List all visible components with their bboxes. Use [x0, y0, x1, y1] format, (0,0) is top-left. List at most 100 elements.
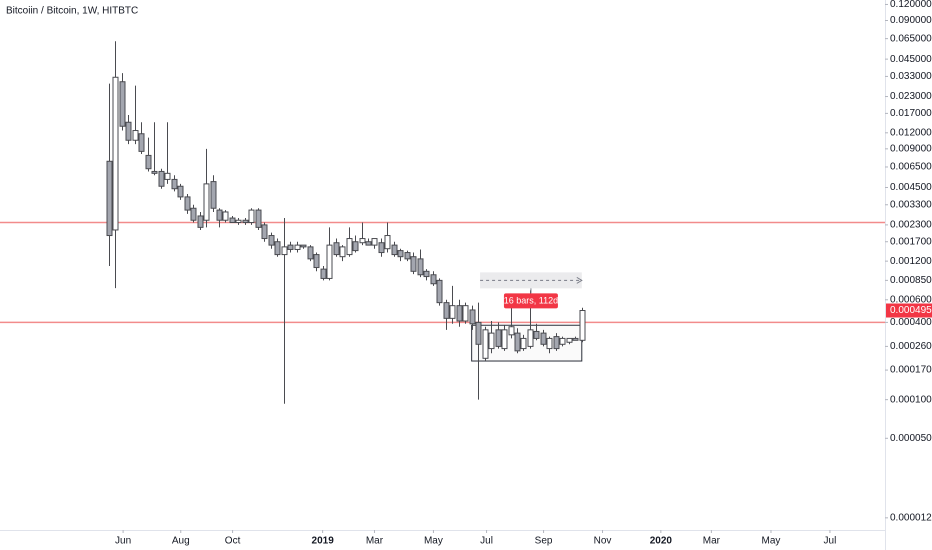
- candle-body: [119, 81, 126, 127]
- candle-body: [261, 224, 268, 240]
- chart-title: Bitcoiin / Bitcoin, 1W, HITBTC: [6, 6, 138, 17]
- candle-body: [540, 332, 547, 345]
- candle-body: [488, 332, 495, 350]
- x-tick-label: Nov: [594, 536, 612, 547]
- candle-body: [274, 241, 281, 256]
- y-tick-label: 0.0000120: [890, 512, 932, 523]
- candle-body: [242, 219, 249, 224]
- candle-body: [346, 238, 353, 256]
- candle-body: [313, 254, 320, 269]
- candle-body: [546, 337, 553, 350]
- x-tick-label: Jul: [824, 536, 837, 547]
- candle-body: [430, 274, 437, 285]
- x-tick-label: Mar: [703, 536, 721, 547]
- candle-body: [320, 268, 327, 279]
- candle-body: [248, 209, 255, 224]
- measure-arrow: [576, 276, 583, 284]
- candle-body: [417, 258, 424, 276]
- candle-body: [404, 252, 411, 260]
- candle-body: [572, 337, 579, 341]
- x-tick-label: May: [424, 536, 443, 547]
- x-tick-label: Mar: [366, 536, 384, 547]
- candle-body: [145, 154, 152, 170]
- x-tick-label: May: [762, 536, 781, 547]
- candle-body: [190, 207, 197, 221]
- candle-body: [281, 246, 288, 256]
- candle-body: [456, 305, 463, 322]
- candle-body: [132, 130, 139, 141]
- candle-body: [197, 215, 204, 228]
- candle-body: [229, 217, 236, 224]
- candle-body: [307, 246, 314, 260]
- candle-body: [326, 244, 333, 279]
- candle-body: [508, 326, 515, 336]
- candle-body: [255, 209, 262, 228]
- candle-body: [164, 172, 171, 180]
- candle-body: [553, 336, 560, 350]
- last-price-label: 0.0004950: [890, 305, 932, 316]
- candle-body: [235, 219, 242, 224]
- candle-body: [333, 242, 340, 256]
- candle-body: [559, 337, 566, 345]
- candle-body: [106, 160, 113, 237]
- candle-body: [222, 211, 229, 221]
- last-price-box: [886, 303, 932, 318]
- candle-body: [391, 244, 398, 256]
- x-tick-label: Sep: [535, 536, 553, 547]
- candle-body: [300, 244, 307, 248]
- x-tick-label: Jun: [115, 536, 131, 547]
- candle-body: [462, 305, 469, 322]
- candle-body: [443, 302, 450, 319]
- candle-body: [410, 256, 417, 272]
- candle-body: [423, 270, 430, 278]
- candle-body: [501, 329, 508, 350]
- candle-body: [287, 244, 294, 250]
- candle-body: [138, 133, 145, 152]
- candle-body: [469, 309, 476, 325]
- rectangle-drawing: [471, 324, 583, 362]
- candle-body: [216, 209, 223, 221]
- candle-body: [171, 178, 178, 190]
- x-tick-label: 2019: [312, 536, 335, 547]
- candle-body: [566, 337, 573, 343]
- candle-body: [158, 170, 165, 187]
- x-tick-label: Aug: [172, 536, 190, 547]
- measure-label: 16 bars, 112d: [504, 296, 558, 306]
- candle-body: [527, 329, 534, 347]
- x-tick-label: Oct: [225, 536, 241, 547]
- candle-body: [339, 246, 346, 258]
- candle-body: [520, 337, 527, 350]
- candle-body: [436, 279, 443, 304]
- candle-body: [294, 244, 301, 250]
- candle-body: [449, 305, 456, 319]
- candle-body: [125, 121, 132, 141]
- candle-body: [378, 242, 385, 254]
- measure-label-box: [503, 293, 558, 309]
- candle-body: [177, 185, 184, 198]
- candle-body: [384, 235, 391, 250]
- candle-body: [359, 238, 366, 244]
